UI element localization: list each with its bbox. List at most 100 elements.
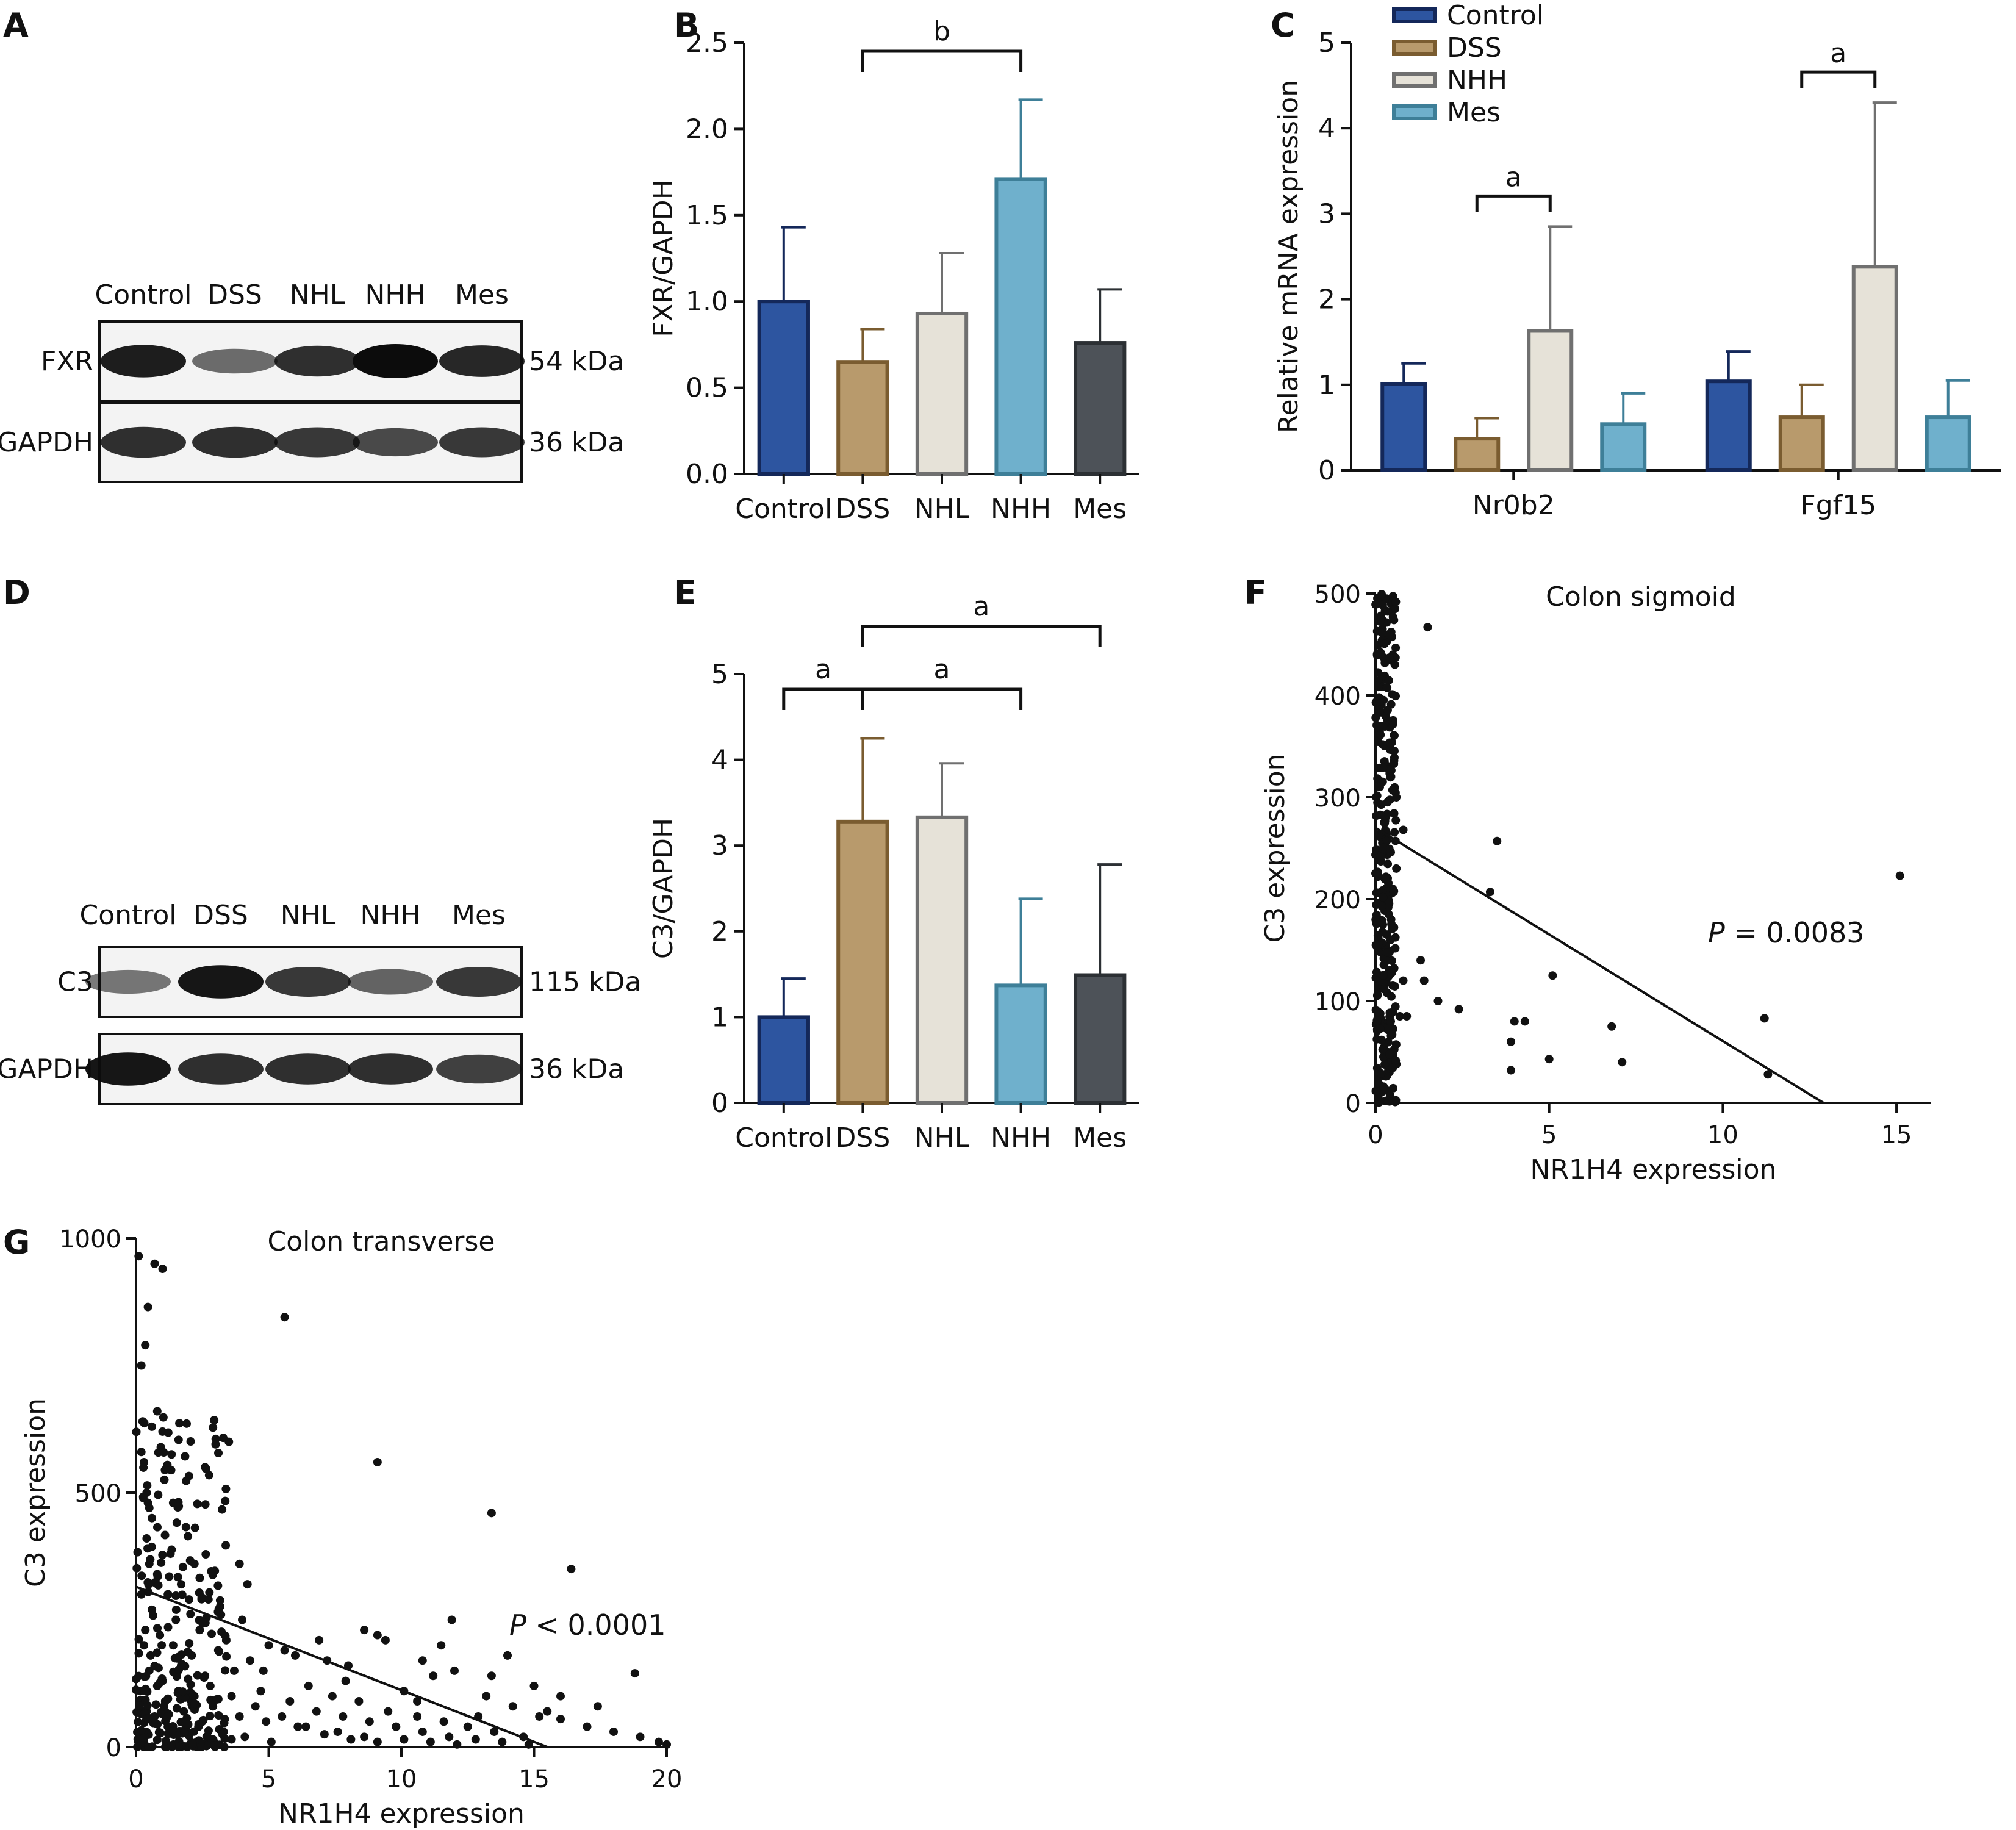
data-point	[1388, 1030, 1397, 1039]
p-symbol: P	[1708, 916, 1725, 949]
data-point	[1385, 795, 1394, 805]
data-point	[163, 1694, 173, 1703]
data-point	[221, 1666, 230, 1675]
data-point	[215, 1596, 224, 1605]
data-point	[227, 1735, 236, 1744]
significance-bracket	[861, 49, 1023, 72]
significance-bracket	[861, 625, 1102, 647]
data-point	[180, 1728, 189, 1737]
data-point	[1383, 948, 1392, 957]
data-point	[190, 1699, 199, 1709]
data-point	[583, 1722, 592, 1731]
kda-label: 115 kDa	[529, 967, 641, 998]
protein-band	[178, 1053, 264, 1085]
x-tick-label: 20	[651, 1765, 683, 1793]
x-tick-label: 10	[386, 1765, 417, 1793]
data-point	[185, 1595, 193, 1604]
data-point	[144, 1742, 153, 1751]
data-point	[184, 1532, 193, 1541]
y-tick-label: 3	[711, 830, 728, 861]
data-point	[201, 1464, 210, 1473]
data-point	[1379, 971, 1388, 980]
data-point	[133, 1717, 142, 1726]
data-point	[328, 1692, 337, 1701]
data-point	[215, 1647, 224, 1656]
legend-swatch	[1392, 72, 1437, 88]
data-point	[463, 1722, 472, 1731]
p-symbol: P	[509, 1609, 526, 1642]
data-point	[1375, 697, 1384, 706]
regression-line	[135, 1585, 548, 1748]
data-point	[1379, 1082, 1388, 1091]
data-point	[1386, 848, 1396, 857]
data-point	[381, 1635, 390, 1645]
data-point	[524, 1740, 533, 1749]
data-point	[1388, 612, 1397, 622]
data-point	[158, 1265, 167, 1274]
data-point	[426, 1737, 435, 1746]
data-point	[1507, 1037, 1516, 1046]
data-point	[1380, 984, 1389, 993]
data-point	[206, 1681, 215, 1690]
chart-title: Colon transverse	[268, 1226, 495, 1257]
data-point	[210, 1741, 219, 1750]
legend-swatch	[1392, 7, 1437, 23]
data-point	[439, 1717, 448, 1726]
data-point	[1384, 676, 1393, 685]
data-point	[197, 1742, 206, 1751]
data-point	[1373, 990, 1382, 999]
data-point	[174, 1435, 183, 1444]
data-point	[1399, 825, 1408, 834]
panel-g-scatter-transverse: G 0 500 1000 0 5 10 15 20 NR1H4 expression C3 expr…	[3, 1223, 682, 1829]
y-tick-label: 3	[1318, 198, 1335, 229]
data-point	[315, 1635, 324, 1645]
data-point	[211, 1434, 220, 1443]
data-point	[1379, 892, 1388, 902]
data-point	[132, 1685, 141, 1695]
data-point	[152, 1523, 162, 1532]
data-point	[140, 1419, 149, 1428]
data-point	[235, 1712, 244, 1721]
data-point	[167, 1450, 176, 1459]
bar	[1380, 382, 1427, 473]
data-point	[1485, 888, 1494, 897]
data-point	[1375, 783, 1384, 792]
data-point	[593, 1702, 602, 1711]
protein-band	[265, 967, 351, 997]
data-point	[185, 1556, 195, 1565]
data-point	[235, 1559, 244, 1568]
data-point	[141, 1695, 150, 1704]
bar	[1527, 329, 1574, 472]
data-point	[193, 1671, 202, 1680]
data-point	[195, 1573, 204, 1582]
bar	[1600, 422, 1647, 472]
data-point	[173, 1654, 182, 1663]
x-tick-label: Control	[735, 1122, 832, 1154]
data-point	[543, 1707, 552, 1716]
protein-band	[85, 969, 171, 994]
data-point	[413, 1696, 422, 1706]
x-tick-label: Control	[735, 493, 832, 525]
data-point	[262, 1717, 271, 1726]
x-tick-label: Nr0b2	[1473, 490, 1555, 521]
data-point	[152, 1735, 162, 1745]
bar	[1851, 265, 1898, 472]
data-point	[320, 1730, 329, 1739]
data-point	[134, 1635, 143, 1644]
data-point	[535, 1712, 544, 1721]
data-point	[179, 1707, 188, 1716]
data-point	[609, 1727, 618, 1736]
data-point	[400, 1735, 409, 1744]
data-point	[206, 1712, 215, 1721]
y-tick-label: 500	[1315, 581, 1361, 609]
bar	[1778, 415, 1825, 472]
data-point	[445, 1732, 454, 1742]
x-tick-label: DSS	[836, 1122, 891, 1154]
data-point	[1377, 902, 1386, 911]
data-point	[137, 1726, 146, 1735]
data-point	[184, 1720, 193, 1729]
protein-band	[348, 969, 433, 995]
data-point	[304, 1681, 313, 1690]
data-point	[1390, 809, 1399, 818]
bar	[1925, 415, 1971, 472]
